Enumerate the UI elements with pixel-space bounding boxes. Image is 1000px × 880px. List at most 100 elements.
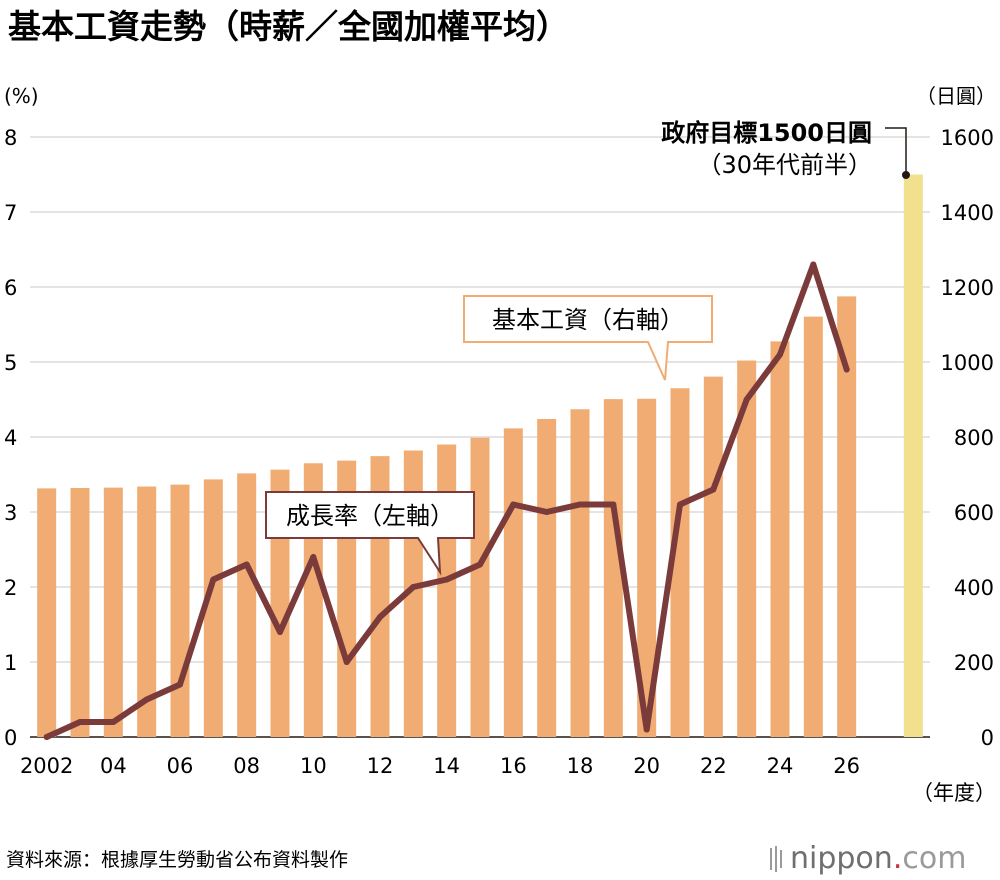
growth-rate-point [577, 501, 583, 508]
x-tick-label: 16 [500, 754, 527, 778]
wage-bar [37, 488, 57, 737]
growth-rate-point [510, 501, 517, 508]
left-tick-label: 5 [4, 351, 17, 375]
x-tick-label: 2002 [20, 754, 73, 778]
left-axis-ticks: 0 1 2 3 4 5 6 7 8 [4, 126, 17, 750]
left-tick-label: 3 [4, 501, 17, 525]
right-tick-label: 1600 [941, 126, 994, 150]
target-leader-line [885, 127, 907, 172]
left-tick-label: 4 [4, 426, 17, 450]
bars-callout: 基本工資（右軸） [463, 295, 713, 381]
growth-rate-point [410, 584, 417, 590]
growth-rate-point [543, 509, 550, 515]
x-axis-unit: （年度） [912, 781, 996, 805]
right-tick-label: 800 [954, 426, 994, 450]
growth-rate-point [77, 719, 83, 725]
growth-rate-point [610, 501, 617, 508]
wage-bar [637, 398, 657, 737]
x-tick-label: 10 [300, 754, 327, 778]
right-axis-ticks: 0 200 400 600 800 1000 1200 1400 1600 [941, 126, 994, 750]
right-tick-label: 600 [954, 501, 994, 525]
wage-bar [137, 486, 157, 737]
left-axis-unit: (%) [4, 84, 39, 108]
wage-bar [670, 388, 690, 737]
x-tick-label: 22 [700, 754, 727, 778]
bars-callout-box [463, 295, 713, 381]
wage-bar [837, 296, 857, 737]
growth-rate-point [210, 576, 217, 583]
wage-bar [237, 473, 257, 737]
right-tick-label: 1200 [941, 276, 994, 300]
growth-rate-point [277, 629, 283, 635]
x-tick-label: 12 [367, 754, 394, 778]
growth-rate-point [743, 396, 750, 403]
x-tick-label: 18 [567, 754, 594, 778]
x-tick-label: 14 [433, 754, 460, 778]
right-axis-unit: （日圓） [916, 84, 996, 108]
wage-bar [603, 399, 623, 737]
left-tick-label: 0 [4, 726, 17, 750]
x-tick-label: 08 [233, 754, 260, 778]
wage-bar [770, 341, 790, 737]
target-sublabel: （30年代前半） [697, 151, 872, 179]
left-tick-label: 6 [4, 276, 17, 300]
right-tick-label: 200 [954, 651, 994, 675]
source-note: 資料來源：根據厚生勞動省公布資料製作 [6, 849, 348, 871]
left-tick-label: 2 [4, 576, 17, 600]
target-label: 政府目標1500日圓 [661, 119, 872, 147]
wage-bar [437, 444, 457, 737]
line-callout-text: 成長率（左軸） [286, 502, 454, 530]
x-tick-label: 24 [767, 754, 794, 778]
bars-callout-text: 基本工資（右軸） [492, 306, 684, 334]
growth-rate-point [243, 561, 250, 568]
growth-rate-point [377, 614, 383, 620]
right-tick-label: 1400 [941, 201, 994, 225]
growth-rate-point [310, 554, 317, 560]
right-tick-label: 400 [954, 576, 994, 600]
growth-rate-point [643, 726, 650, 733]
wage-bar [570, 409, 590, 737]
x-tick-label: 26 [833, 754, 860, 778]
wage-bar [803, 316, 823, 737]
wage-bar [70, 488, 90, 737]
left-tick-label: 8 [4, 126, 17, 150]
wage-bar [170, 484, 190, 737]
x-tick-label: 04 [100, 754, 127, 778]
wage-bar [703, 376, 723, 737]
growth-rate-point [343, 659, 350, 665]
left-tick-label: 7 [4, 201, 17, 225]
growth-rate-point [677, 501, 683, 508]
growth-rate-point [810, 261, 817, 268]
right-tick-label: 1000 [941, 351, 994, 375]
growth-rate-point [443, 576, 450, 583]
wage-bar [203, 479, 223, 737]
growth-rate-point [777, 351, 783, 358]
target-marker [902, 171, 910, 179]
x-tick-label: 20 [633, 754, 660, 778]
chart-title: 基本工資走勢（時薪／全國加權平均） [8, 7, 569, 46]
growth-rate-point [43, 734, 50, 740]
growth-rate-point [710, 486, 717, 493]
wage-bar [503, 428, 523, 737]
brand-logo: nippon.com [770, 841, 966, 876]
growth-rate-point [110, 719, 117, 725]
target-annotation: 政府目標1500日圓 （30年代前半） [661, 119, 910, 179]
right-tick-label: 0 [981, 726, 994, 750]
growth-rate-point [477, 561, 483, 568]
wage-bar [737, 360, 757, 737]
brand-wordmark: nippon.com [790, 841, 966, 876]
wage-bar [537, 419, 557, 737]
growth-rate-point [143, 696, 150, 703]
growth-rate-points [43, 261, 850, 740]
wage-bar [470, 437, 490, 737]
x-tick-label: 06 [167, 754, 194, 778]
growth-rate-point [843, 366, 850, 373]
line-callout-box [265, 491, 475, 576]
brand-mark [770, 846, 782, 872]
wage-bar [103, 487, 123, 737]
line-callout: 成長率（左軸） [265, 491, 475, 576]
target-bar [903, 174, 923, 737]
x-axis-ticks: 2002 04 06 08 10 12 14 16 18 20 22 24 26 [20, 754, 860, 778]
left-tick-label: 1 [4, 651, 17, 675]
